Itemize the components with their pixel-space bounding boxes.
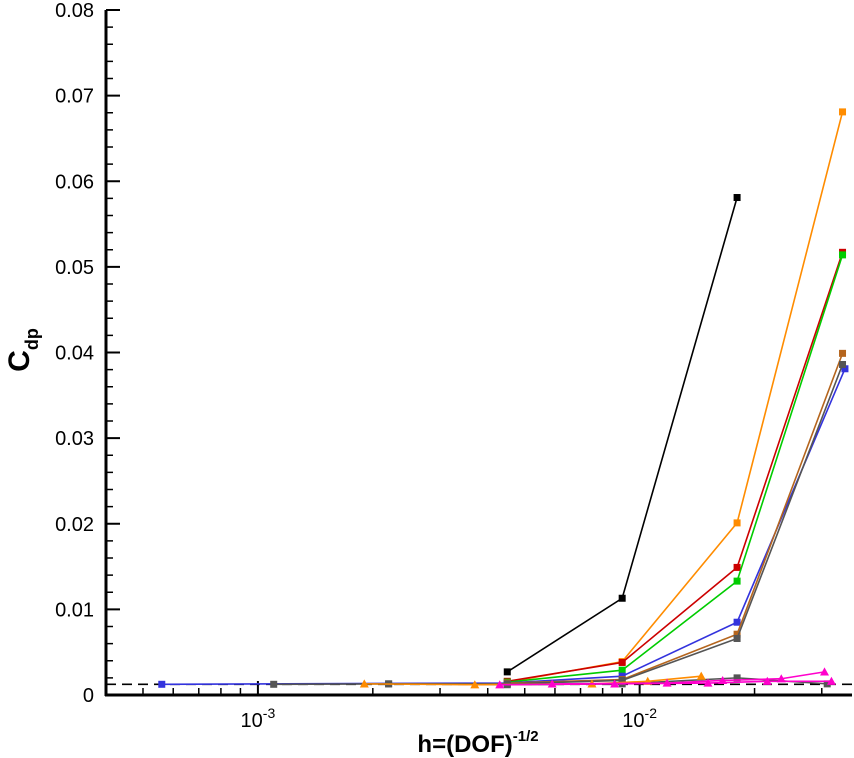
x-tick-label: 10-3 bbox=[241, 705, 276, 732]
series-1 bbox=[503, 194, 741, 676]
series-line bbox=[273, 364, 844, 686]
triangle-marker bbox=[826, 676, 836, 685]
triangle-marker bbox=[703, 678, 713, 687]
y-tick-label: 0.04 bbox=[55, 343, 94, 365]
triangle-marker bbox=[547, 679, 557, 688]
square-marker bbox=[503, 668, 511, 676]
series-line bbox=[507, 254, 844, 683]
triangle-marker bbox=[610, 679, 620, 688]
triangle-marker bbox=[662, 678, 672, 687]
triangle-marker bbox=[820, 667, 830, 676]
triangle-marker bbox=[359, 679, 369, 688]
y-tick-label: 0.01 bbox=[55, 599, 94, 621]
square-marker bbox=[733, 634, 741, 642]
series-11 bbox=[495, 676, 836, 689]
square-marker bbox=[733, 618, 741, 626]
series-layer bbox=[158, 108, 849, 689]
y-tick-label: 0.06 bbox=[55, 171, 94, 193]
square-marker bbox=[733, 674, 741, 682]
series-line bbox=[507, 111, 844, 683]
x-axis-title-sup: -1/2 bbox=[513, 728, 539, 745]
y-tick-label: 0.07 bbox=[55, 86, 94, 108]
x-tick-exponent: -3 bbox=[263, 705, 276, 721]
series-line bbox=[161, 368, 846, 686]
x-axis-title-main: h=(DOF) bbox=[417, 731, 512, 758]
square-marker bbox=[839, 360, 847, 368]
x-tick-exponent: -2 bbox=[645, 705, 658, 721]
y-axis-title: Cdp bbox=[3, 328, 42, 372]
square-marker bbox=[618, 666, 626, 674]
triangle-marker bbox=[776, 674, 786, 683]
series-4 bbox=[503, 251, 847, 686]
square-marker bbox=[618, 594, 626, 602]
y-axis-title-main: C bbox=[3, 350, 36, 372]
series-5 bbox=[158, 365, 849, 688]
axis-labels: h=(DOF)-1/2 Cdp bbox=[3, 328, 539, 758]
square-marker bbox=[841, 365, 849, 373]
y-tick-label: 0.05 bbox=[55, 257, 94, 279]
triangle-marker bbox=[470, 680, 480, 689]
square-marker bbox=[733, 563, 741, 571]
square-marker bbox=[839, 251, 847, 259]
series-line bbox=[507, 252, 844, 683]
square-marker bbox=[733, 194, 741, 202]
triangle-marker bbox=[696, 671, 706, 680]
square-marker bbox=[839, 349, 847, 357]
square-marker bbox=[618, 658, 626, 666]
square-marker bbox=[270, 680, 278, 688]
y-axis-title-group: Cdp bbox=[3, 328, 42, 372]
y-tick-label: 0.02 bbox=[55, 514, 94, 536]
series-line bbox=[507, 353, 844, 684]
square-marker bbox=[158, 680, 166, 688]
x-tick-base: 10 bbox=[241, 710, 263, 732]
triangle-marker bbox=[495, 680, 505, 689]
square-marker bbox=[733, 519, 741, 527]
x-axis-title: h=(DOF)-1/2 bbox=[417, 728, 538, 758]
y-tick-label: 0 bbox=[83, 685, 94, 707]
y-tick-label: 0.03 bbox=[55, 428, 94, 450]
y-axis-title-sub: dp bbox=[22, 328, 42, 350]
series-3 bbox=[503, 248, 847, 685]
square-marker bbox=[733, 577, 741, 585]
square-marker bbox=[839, 108, 847, 116]
square-marker bbox=[823, 680, 831, 688]
x-tick-label: 10-2 bbox=[622, 705, 657, 732]
y-tick-label: 0.08 bbox=[55, 0, 94, 22]
triangle-marker bbox=[762, 676, 772, 685]
square-marker bbox=[733, 630, 741, 638]
x-tick-base: 10 bbox=[622, 710, 644, 732]
